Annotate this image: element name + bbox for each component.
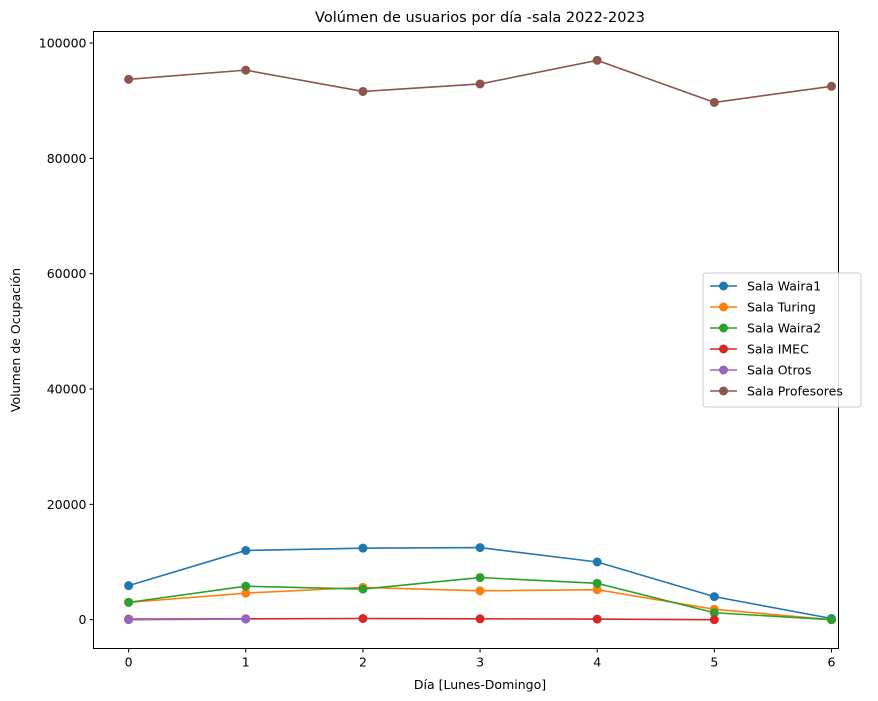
legend-label: Sala Waira1 xyxy=(747,279,821,294)
legend-marker xyxy=(719,302,728,312)
data-point xyxy=(592,557,602,567)
legend-entry: Sala Turing xyxy=(710,300,816,315)
data-point xyxy=(826,81,836,91)
data-point xyxy=(592,614,602,624)
legend-label: Sala Otros xyxy=(747,363,811,378)
data-point xyxy=(241,581,251,591)
x-tick-label: 2 xyxy=(359,655,367,670)
y-tick-label: 100000 xyxy=(39,36,87,51)
data-point xyxy=(124,597,134,607)
x-tick-label: 4 xyxy=(593,655,601,670)
chart-title: Volúmen de usuarios por día -sala 2022-2… xyxy=(315,10,645,26)
data-point xyxy=(241,588,251,598)
legend-marker xyxy=(719,365,728,375)
legend-box xyxy=(702,272,862,408)
data-point xyxy=(475,614,485,624)
legend-label: Sala Waira2 xyxy=(747,321,821,336)
y-axis-label: Volumen de Ocupación xyxy=(8,268,23,412)
legend-marker xyxy=(719,281,728,291)
legend-label: Sala Turing xyxy=(747,300,816,315)
y-tick-label: 80000 xyxy=(47,151,87,166)
data-point xyxy=(124,74,134,84)
series-sala-waira1 xyxy=(124,543,836,624)
data-point xyxy=(358,543,368,553)
data-point xyxy=(709,592,719,602)
y-tick-label: 60000 xyxy=(47,266,87,281)
data-point xyxy=(241,65,251,75)
data-point xyxy=(475,79,485,89)
data-point xyxy=(475,543,485,553)
data-point xyxy=(124,615,134,625)
y-tick-label: 20000 xyxy=(47,497,87,512)
data-point xyxy=(709,97,719,107)
legend-entry: Sala Waira2 xyxy=(710,321,821,336)
data-point xyxy=(709,608,719,618)
legend-marker xyxy=(719,323,728,333)
x-axis-ticks: 0 1 2 3 4 5 6 xyxy=(125,648,835,670)
y-tick-label: 0 xyxy=(79,612,87,627)
series-sala-otros xyxy=(124,614,251,625)
data-point xyxy=(124,581,134,591)
data-point xyxy=(358,614,368,624)
legend-entry: Sala Otros xyxy=(710,363,811,378)
y-axis-ticks: 0 20000 40000 60000 80000 100000 xyxy=(39,36,94,627)
data-point xyxy=(241,545,251,555)
series-sala-waira2 xyxy=(124,573,836,625)
x-tick-label: 3 xyxy=(476,655,484,670)
data-point xyxy=(592,55,602,65)
x-axis-label: Día [Lunes-Domingo] xyxy=(414,677,546,692)
data-point xyxy=(592,585,602,595)
legend-marker xyxy=(719,386,728,396)
legend-label: Sala IMEC xyxy=(747,342,809,357)
data-point xyxy=(241,614,251,624)
plot-area xyxy=(124,55,836,625)
legend-entry: Sala IMEC xyxy=(710,342,809,357)
legend: Sala Waira1 Sala Turing Sala Waira2 Sala IM… xyxy=(702,272,862,408)
legend-marker xyxy=(719,344,728,354)
data-point xyxy=(358,584,368,594)
legend-label: Sala Profesores xyxy=(747,384,843,399)
x-tick-label: 1 xyxy=(242,655,250,670)
series-sala-profesores xyxy=(124,55,836,107)
data-point xyxy=(475,573,485,583)
legend-entry: Sala Waira1 xyxy=(710,279,821,294)
data-point xyxy=(358,86,368,96)
data-point xyxy=(709,615,719,625)
x-tick-label: 0 xyxy=(125,655,133,670)
data-point xyxy=(826,615,836,625)
legend-entry: Sala Profesores xyxy=(710,384,843,399)
y-tick-label: 40000 xyxy=(47,382,87,397)
x-tick-label: 6 xyxy=(827,655,835,670)
x-tick-label: 5 xyxy=(710,655,718,670)
series-line xyxy=(128,618,246,621)
data-point xyxy=(592,578,602,588)
data-point xyxy=(475,586,485,596)
